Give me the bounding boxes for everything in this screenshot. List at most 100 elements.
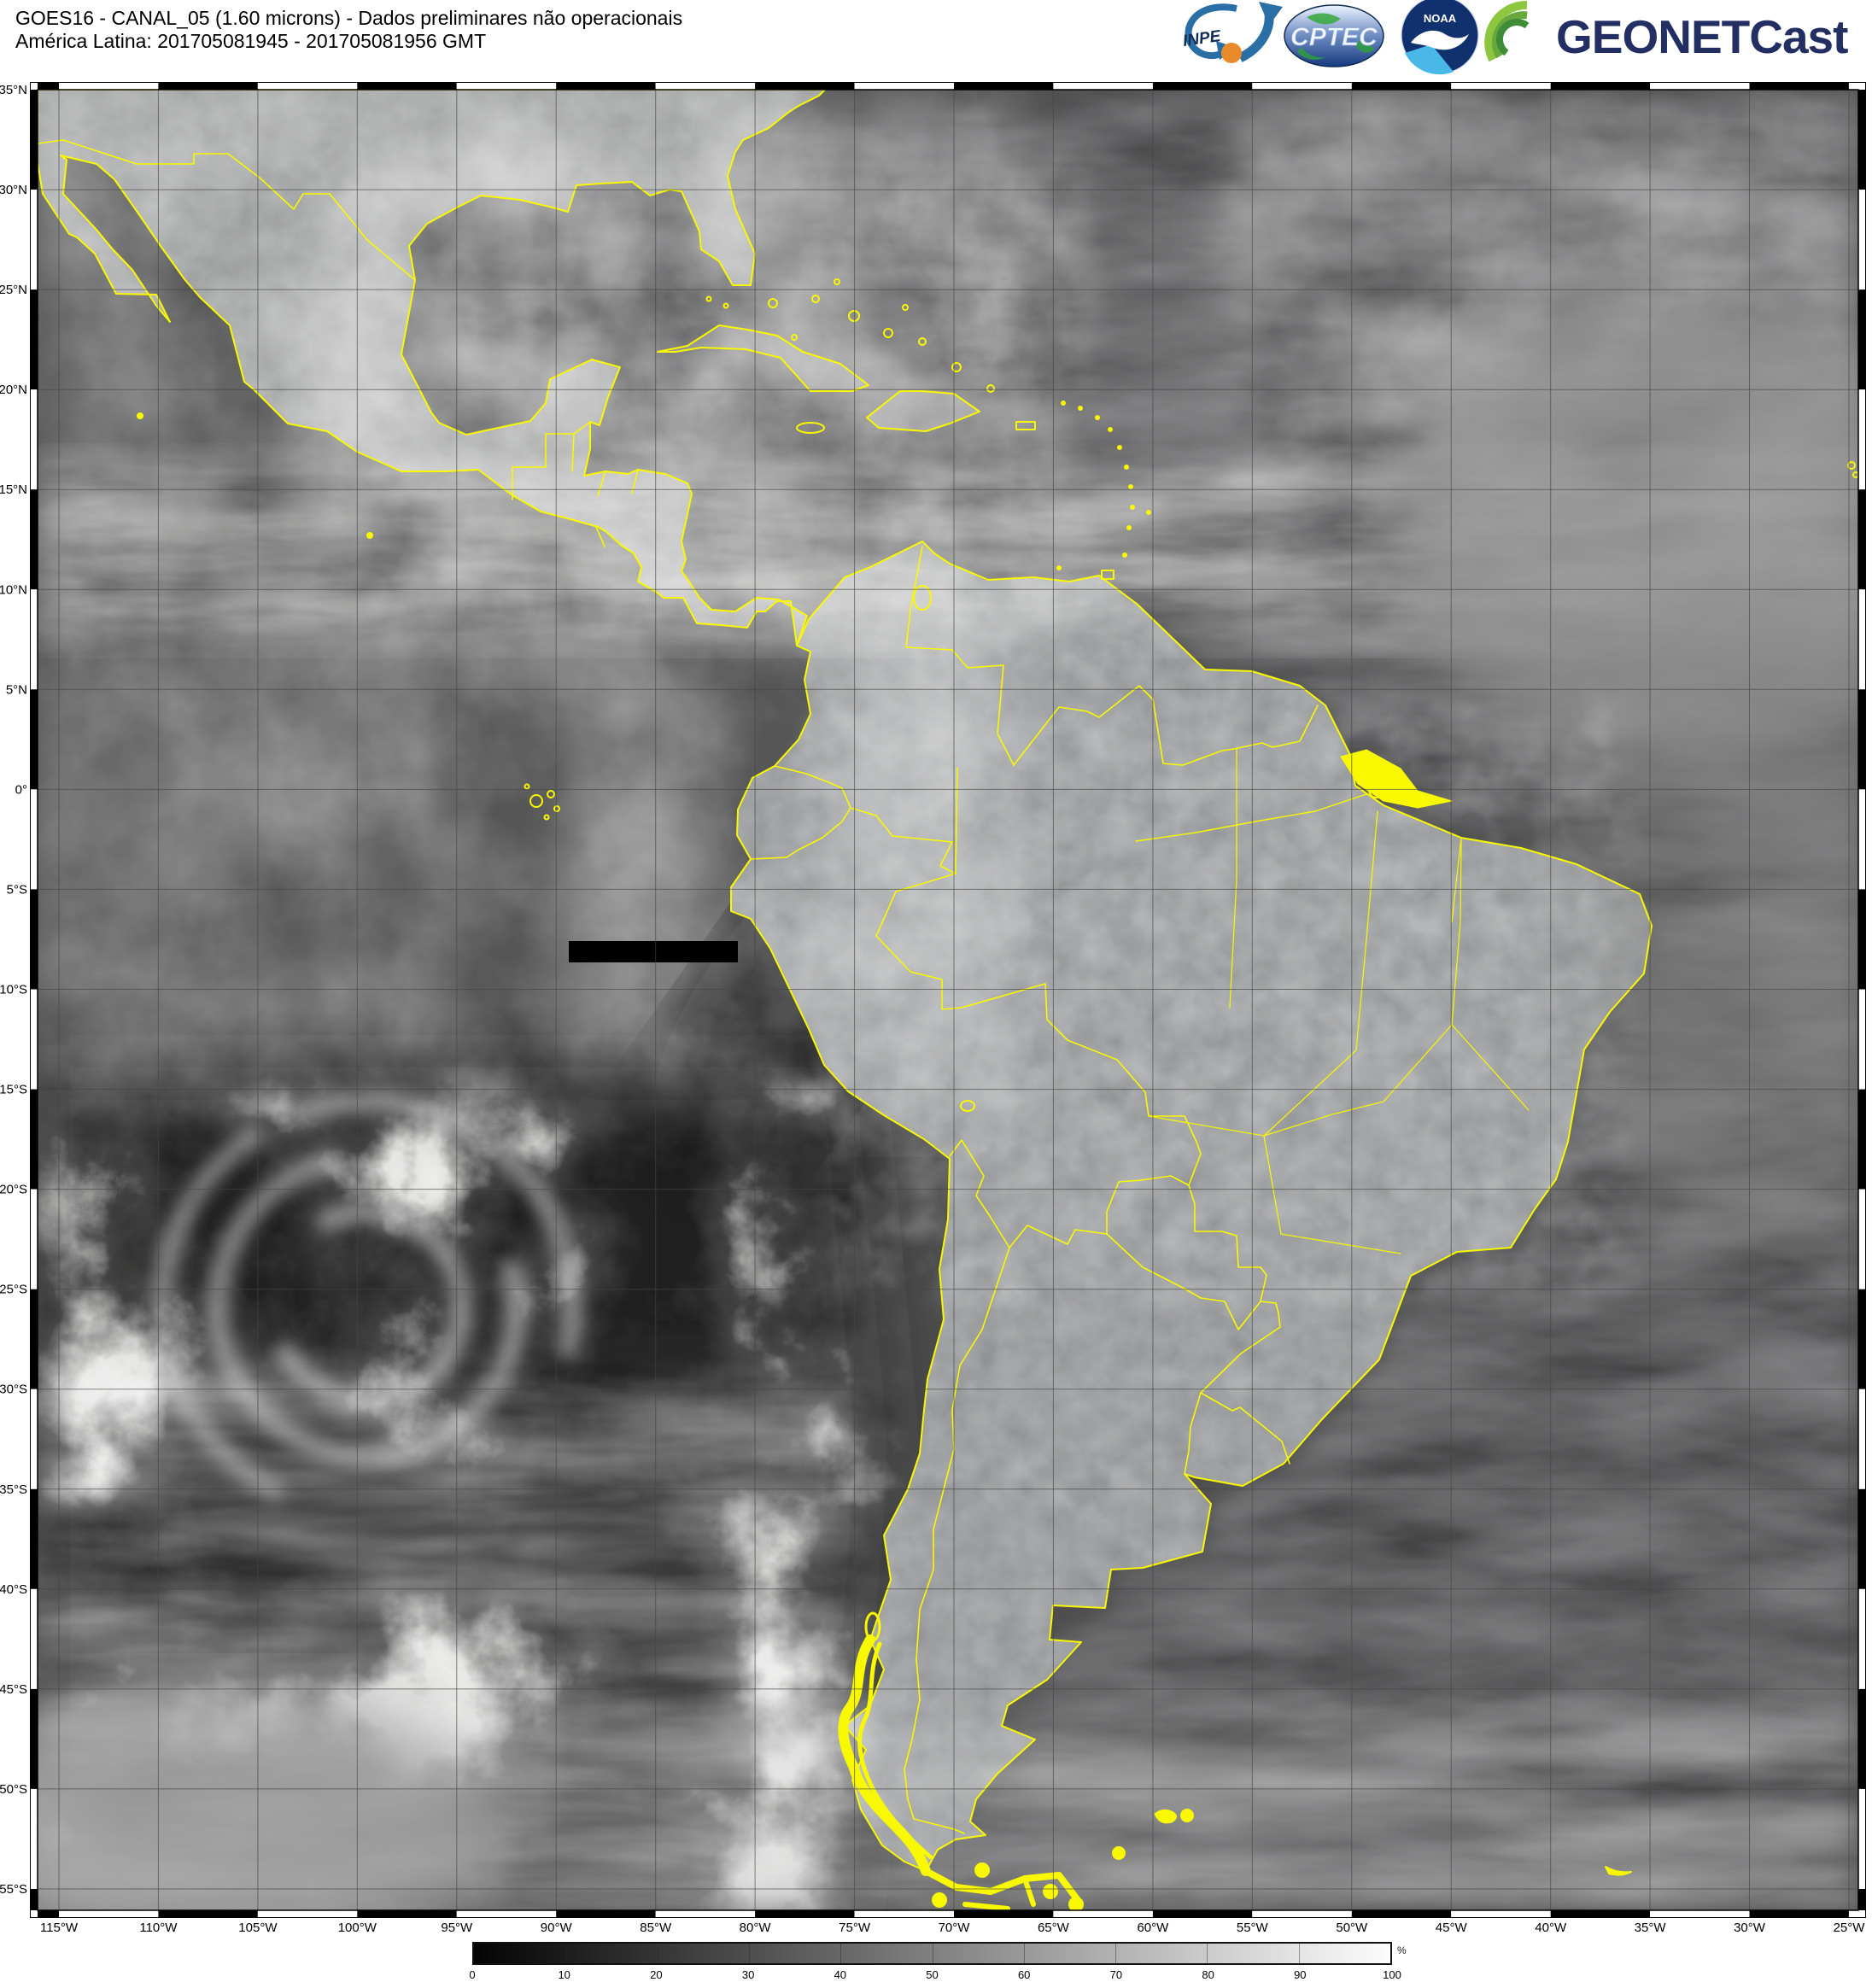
missing-data-bar [569, 941, 738, 962]
south-georgia-island [1605, 1866, 1632, 1876]
colorbar-tick [1207, 1944, 1208, 1963]
lat-tick-label: 30°N [0, 183, 27, 197]
frame-band-segment [755, 1910, 855, 1917]
lat-tick-label: 10°N [0, 582, 27, 597]
lon-tick-label: 100°W [338, 1921, 377, 1935]
colorbar-tick-labels: 0 10 20 30 40 50 60 70 80 90 100 [469, 1968, 1401, 1985]
frame-band-segment [1252, 83, 1352, 90]
lat-tick-label: 50°S [0, 1782, 27, 1797]
frame-band-segment [456, 83, 557, 90]
frame-band-segment [1858, 1588, 1865, 1689]
lat-tick-label: 30°S [0, 1383, 27, 1397]
geonetcast-logo: GEONETCast [1484, 0, 1849, 63]
logo-bar: INPE CPTEC NOAA GEONETCast [1182, 0, 1849, 75]
colorbar-unit: % [1397, 1944, 1407, 1956]
frame-band-segment [954, 83, 1054, 90]
frame-band-segment [655, 1910, 756, 1917]
frame-band-segment [158, 1910, 258, 1917]
frame-band-segment [1858, 1089, 1865, 1190]
colorbar-tick-label: 80 [1202, 1968, 1214, 1981]
colorbar-tick [748, 1944, 750, 1963]
chiloe-island [864, 1611, 881, 1642]
lon-tick-label: 70°W [939, 1921, 971, 1935]
frame-band-segment [1550, 1910, 1651, 1917]
frame-band-segment [1858, 1889, 1865, 1910]
frame-band-segment [1550, 83, 1651, 90]
colorbar-tick-label: 50 [926, 1968, 939, 1981]
lon-tick-label: 60°W [1137, 1921, 1169, 1935]
frame-band-segment [31, 789, 38, 890]
cape-verde-islands [1847, 461, 1858, 478]
reflectance-colorbar [472, 1942, 1392, 1965]
frame-band-segment [357, 1910, 457, 1917]
noaa-label: NOAA [1424, 12, 1457, 25]
title-block: GOES16 - CANAL_05 (1.60 microns) - Dados… [15, 7, 682, 53]
frame-band-segment [1749, 83, 1849, 90]
product-title: GOES16 - CANAL_05 (1.60 microns) - Dados… [15, 7, 683, 29]
frame-band-segment [31, 90, 38, 190]
tierra-del-fuego [922, 1846, 1126, 1910]
lon-tick-label: 40°W [1535, 1921, 1567, 1935]
lat-tick-label: 5°N [6, 682, 27, 697]
frame-band-segment [31, 1488, 38, 1589]
lon-tick-label: 105°W [238, 1921, 278, 1935]
inpe-logo: INPE [1182, 2, 1283, 63]
frame-band-segment [1858, 90, 1865, 190]
frame-band-segment [854, 83, 954, 90]
frame-band-segment [31, 1889, 38, 1910]
frame-band-segment [38, 1910, 59, 1917]
lon-tick-label: 50°W [1336, 1921, 1368, 1935]
lon-tick-label: 85°W [640, 1921, 672, 1935]
lon-tick-label: 90°W [541, 1921, 573, 1935]
frame-band-segment [1858, 389, 1865, 490]
map-vectors [38, 90, 1858, 1910]
cyclone-swirl [152, 1091, 582, 1522]
cptec-label: CPTEC [1290, 23, 1378, 51]
colorbar-tick-label: 20 [650, 1968, 663, 1981]
frame-band-segment [1858, 289, 1865, 390]
grid-lines [38, 90, 1858, 1910]
frame-band-segment [1858, 489, 1865, 590]
lon-tick-label: 25°W [1834, 1921, 1866, 1935]
country-borders [38, 139, 1319, 1834]
frame-band-segment [31, 1089, 38, 1190]
jamaica-coastline [796, 422, 825, 434]
lat-tick-label: 20°S [0, 1183, 27, 1197]
frame-band-segment [1858, 190, 1865, 290]
lon-tick-label: 55°W [1237, 1921, 1269, 1935]
colorbar-tick-label: 100 [1383, 1968, 1401, 1981]
frame-band-segment [954, 1910, 1054, 1917]
lon-tick-label: 80°W [740, 1921, 772, 1935]
frame-band-segment [1858, 789, 1865, 890]
frame-band-segment [456, 1910, 557, 1917]
frame-band-segment [31, 389, 38, 490]
colorbar-tick-label: 0 [469, 1968, 476, 1981]
frame-band-segment [1858, 1389, 1865, 1489]
frame-band-segment [31, 289, 38, 390]
lon-tick-label: 35°W [1635, 1921, 1667, 1935]
frame-band-segment [31, 1389, 38, 1489]
colorbar-tick [840, 1944, 842, 1963]
cptec-logo: CPTEC [1284, 4, 1384, 67]
frame-band-segment [1858, 989, 1865, 1090]
colorbar-tick [565, 1944, 567, 1963]
lat-tick-label: 25°N [0, 283, 27, 297]
pacific-islet-2 [137, 412, 143, 419]
frame-band-segment [1858, 1788, 1865, 1889]
product-subtitle: América Latina: 201705081945 - 201705081… [15, 30, 487, 52]
frame-band-segment [1858, 889, 1865, 990]
colorbar-tick [1298, 1944, 1300, 1963]
frame-band-segment [59, 1910, 159, 1917]
frame-band-segment [1451, 1910, 1551, 1917]
lat-tick-label: 35°S [0, 1482, 27, 1497]
patagonia-fjords [838, 1611, 933, 1876]
frame-band-segment [854, 1910, 954, 1917]
frame-band-segment [755, 83, 855, 90]
frame-band-segment [31, 1688, 38, 1789]
lon-tick-label: 45°W [1436, 1921, 1468, 1935]
frame-band-segment [31, 1788, 38, 1889]
clouds-caribbean [325, 154, 1093, 632]
colorbar-tick [1023, 1944, 1025, 1963]
